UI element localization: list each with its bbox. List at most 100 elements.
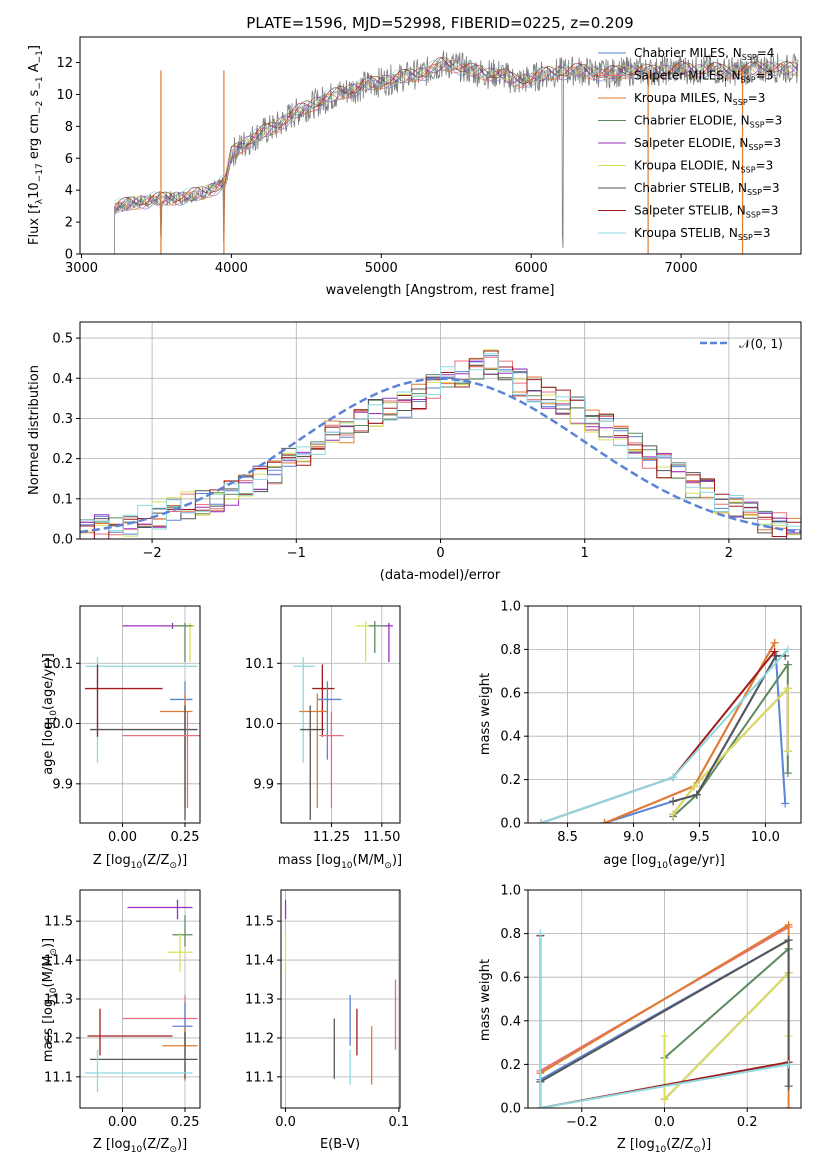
y-tick-label: 8	[65, 120, 73, 135]
y-tick-label: 1.0	[500, 600, 521, 615]
y-tick-label: 4	[65, 184, 73, 199]
y-axis-label: mass [log10(M/M⊙)]	[41, 938, 59, 1062]
legend-entry: Chabrier MILES, NSSP=4	[634, 46, 774, 62]
legend-entry: Chabrier STELIB, NSSP=3	[634, 181, 780, 197]
legend-text: Salpeter MILES, N	[634, 69, 741, 83]
y-tick-label: 0.2	[500, 1058, 521, 1073]
legend-subscript: SSP	[733, 98, 748, 107]
x-axis-label-part: Z [log	[93, 853, 131, 868]
error-bar-point	[122, 711, 200, 808]
error-bar-point	[170, 681, 193, 760]
y-tick-label: 10.1	[44, 657, 73, 672]
y-axis-label-part: age [log	[41, 722, 56, 775]
legend-subscript: SSP	[750, 121, 765, 130]
x-axis-label-part: )]	[177, 1137, 187, 1152]
y-tick-label: 9.9	[253, 777, 274, 792]
plus-marker	[783, 660, 792, 669]
axes-frame	[79, 321, 802, 540]
y-axis-label-part: erg cm	[27, 114, 42, 163]
y-axis-label-part: −1	[35, 50, 45, 63]
x-axis-label-part: 10	[656, 861, 668, 871]
mass-weight-vs-metallicity-panel: −0.2 0.0 0.2 0.0 0.2 0.4 0.6 0.8 1.0 Z [log10(Z/Z…	[478, 884, 802, 1155]
legend-entry: Salpeter STELIB, NSSP=3	[634, 204, 778, 220]
x-axis-label-part: (Z/Z	[142, 853, 169, 868]
x-axis-label-part: ⊙	[169, 1145, 177, 1155]
y-axis-label: Flux [fλ10−17 erg cm−2 s−1 A−1]	[27, 45, 45, 245]
error-bar-point	[317, 681, 342, 760]
plus-marker	[669, 797, 678, 806]
legend-subscript: SSP	[746, 211, 761, 220]
legend-text: =3	[756, 159, 774, 173]
x-tick-label: 0.25	[171, 830, 200, 845]
plus-marker	[783, 645, 792, 654]
x-axis-label-part: ⊙	[693, 1145, 701, 1155]
mass-weight-line	[663, 970, 790, 1102]
legend-text: Salpeter STELIB, N	[634, 204, 746, 218]
y-tick-label: 11.4	[44, 954, 73, 969]
legend-text: Kroupa MILES, N	[634, 91, 733, 105]
x-axis-label: mass [log10(M/M⊙)]	[278, 853, 402, 871]
y-tick-label: 11.3	[245, 993, 274, 1008]
x-tick-label: 5000	[365, 261, 398, 276]
y-tick-label: 11.4	[245, 954, 274, 969]
error-bar-point	[382, 622, 393, 663]
legend-text: =3	[756, 69, 774, 83]
plus-marker	[783, 769, 792, 778]
age-vs-mass-panel: 11.25 11.50 9.9 10.0 10.1 mass [log10(M/M⊙)]	[245, 605, 402, 871]
axes-frame	[280, 605, 401, 824]
x-axis-label-part: 10	[341, 861, 353, 871]
y-tick-label: 0.2	[500, 773, 521, 788]
y-tick-label: 11.3	[44, 993, 73, 1008]
x-tick-label: 9.5	[689, 830, 710, 845]
y-tick-label: 0.0	[500, 1102, 521, 1117]
y-axis-label-part: 10	[27, 182, 42, 199]
y-axis-label-part: 10	[49, 987, 59, 999]
x-tick-label: 11.25	[313, 830, 350, 845]
legend-text: Salpeter ELODIE, N	[634, 136, 748, 150]
legend-text: =3	[748, 91, 766, 105]
legend-subscript: SSP	[741, 166, 756, 175]
legend-text: =3	[765, 114, 783, 128]
error-bar-point	[300, 705, 325, 820]
x-tick-label: 11.50	[363, 830, 400, 845]
x-axis-label-part: (Z/Z	[666, 1137, 693, 1152]
mass-weight-line	[540, 650, 776, 823]
error-bar-point	[85, 664, 163, 737]
y-axis-label: age [log10(age/yr)]	[41, 653, 59, 775]
x-tick-label: 0	[436, 546, 444, 561]
model-spectrum-line	[114, 59, 799, 212]
plot-area	[80, 322, 801, 539]
error-bar-point	[90, 1032, 198, 1079]
legend-entry: Kroupa ELODIE, NSSP=3	[634, 159, 773, 175]
error-bar-point	[122, 995, 198, 1042]
plus-marker	[783, 747, 792, 756]
y-tick-label: 0.0	[500, 817, 521, 832]
legend-text: Kroupa ELODIE, N	[634, 159, 741, 173]
x-tick-label: 0.00	[108, 1115, 137, 1130]
legend-text: =3	[753, 226, 771, 240]
y-axis-label-part: λ	[35, 198, 45, 204]
y-tick-label: 11.5	[44, 915, 73, 930]
plus-marker	[784, 920, 793, 929]
plus-marker	[536, 929, 545, 938]
y-axis-label-part: ]	[27, 45, 42, 50]
x-axis-label-part: )]	[177, 853, 187, 868]
y-tick-label: 0	[65, 248, 73, 263]
error-bar-point	[87, 1008, 173, 1056]
legend-entry: Chabrier ELODIE, NSSP=3	[634, 114, 782, 130]
legend-entry: Kroupa MILES, NSSP=3	[634, 91, 765, 107]
plus-marker	[690, 782, 699, 791]
plus-marker	[669, 810, 678, 819]
x-axis-label-part: age [log	[603, 853, 656, 868]
x-axis-label: E(B-V)	[320, 1137, 360, 1152]
x-axis-label-part: )]	[701, 1137, 711, 1152]
plus-marker	[536, 1104, 545, 1108]
legend-text: Chabrier ELODIE, N	[634, 114, 750, 128]
y-tick-label: 0.2	[52, 452, 73, 467]
plot-area	[528, 606, 801, 823]
legend-subscript: SSP	[747, 188, 762, 197]
plus-marker	[669, 773, 678, 782]
x-axis-label-part: 10	[655, 1145, 667, 1155]
